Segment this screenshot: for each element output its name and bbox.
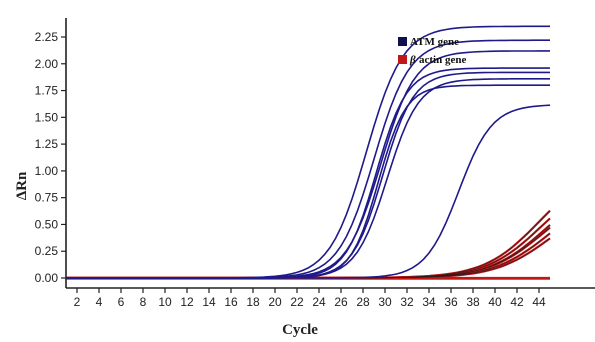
axes [65,18,595,289]
x-tick-label: 8 [140,295,147,309]
legend-swatch-atm [398,37,407,46]
legend-label-actin: actin gene [419,54,466,66]
x-tick-label: 34 [422,295,436,309]
y-tick-label: 1.50 [35,110,59,124]
legend-label-actin-prefix: β [409,54,416,66]
y-tick-label: 2.25 [35,30,59,44]
x-tick-label: 20 [268,295,282,309]
x-tick-label: 32 [400,295,414,309]
x-tick-label: 14 [202,295,216,309]
y-tick-label: 1.75 [35,84,59,98]
atm-curve [66,25,550,279]
x-tick-label: 12 [180,295,194,309]
x-tick-label: 2 [74,295,81,309]
x-tick-label: 26 [334,295,348,309]
atm-curve [66,104,551,279]
atm-curve [66,67,550,279]
atm-curve [66,78,550,279]
y-axis-label: ΔRn [14,171,30,200]
x-tick-label: 6 [118,295,125,309]
actin-curve-overlay [66,227,551,279]
atm-curve [66,84,550,279]
x-tick-label: 36 [444,295,458,309]
x-tick-label: 42 [510,295,524,309]
legend-swatch-actin [398,55,407,64]
y-tick-label: 0.75 [35,191,59,205]
x-tick-label: 10 [158,295,172,309]
x-tick-label: 44 [532,295,546,309]
x-tick-label: 38 [466,295,480,309]
x-tick-label: 4 [96,295,103,309]
atm-curve [66,71,550,279]
y-tick-label: 0.00 [35,271,59,285]
x-tick-label: 30 [378,295,392,309]
x-tick-label: 22 [290,295,304,309]
x-tick-label: 18 [246,295,260,309]
actin-curve-overlay [66,224,551,279]
x-axis-label: Cycle [282,322,318,338]
x-tick-label: 16 [224,295,238,309]
x-ticks: 2 4 6 8 10 12 14 16 18 20 22 24 26 28 30 32 34 36 38 40 42 44 [74,288,546,309]
x-tick-label: 24 [312,295,326,309]
x-tick-label: 40 [488,295,502,309]
legend: ATM gene β actin gene [398,36,466,66]
y-tick-label: 2.00 [35,57,59,71]
y-tick-label: 0.25 [35,244,59,258]
y-tick-label: 0.50 [35,217,59,231]
actin-curve-overlay [66,218,551,279]
actin-curve [66,232,551,280]
y-ticks: 0.00 0.25 0.50 0.75 1.00 1.25 1.50 1.75 2.00 2.25 [35,30,66,285]
y-tick-label: 1.00 [35,164,59,178]
legend-label-atm: ATM gene [410,36,459,48]
x-tick-label: 28 [356,295,370,309]
y-tick-label: 1.25 [35,137,59,151]
atm-curve [66,39,550,279]
plot-lines [65,25,551,280]
